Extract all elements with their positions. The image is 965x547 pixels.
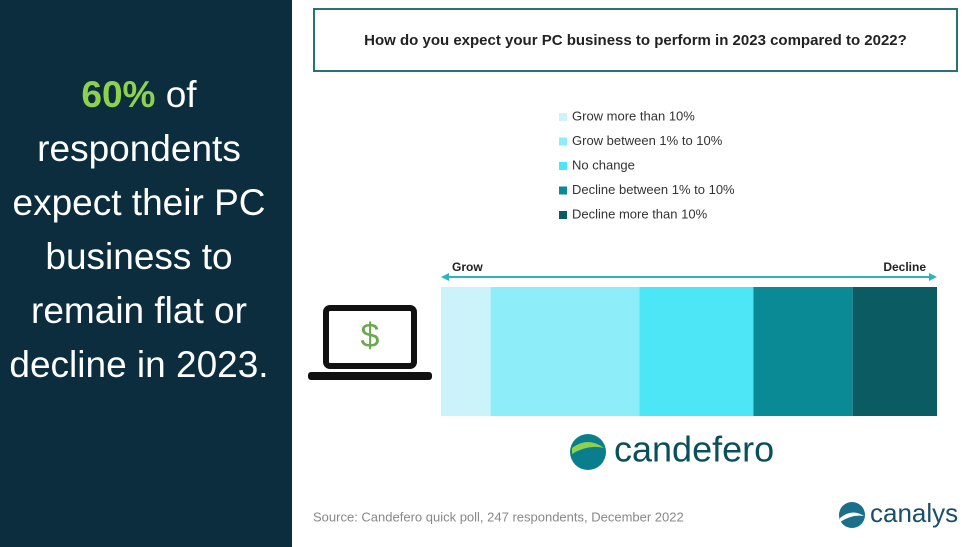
brand-logo: candefero: [570, 429, 774, 470]
legend-label: Grow more than 10%: [572, 108, 695, 123]
bar-segment: [490, 287, 640, 416]
legend-swatch: [559, 137, 567, 146]
bar-segment: [441, 287, 491, 416]
legend-label: No change: [572, 157, 635, 172]
publisher-logo: canalys: [839, 498, 958, 528]
axis-start-label: Grow: [452, 260, 483, 274]
chart-title: How do you expect your PC business to pe…: [313, 8, 958, 72]
legend-swatch: [559, 113, 567, 121]
axis-end-label: Decline: [883, 260, 926, 274]
bar-segment: [753, 287, 853, 416]
svg-text:$: $: [361, 317, 380, 355]
highlight: 60%: [81, 74, 156, 115]
sidebar: 60% of respondents expect their PC busin…: [0, 0, 292, 547]
bar-segment: [639, 287, 754, 416]
bar-segment: [852, 287, 937, 416]
brand-name: candefero: [614, 429, 774, 470]
legend-swatch: [559, 162, 567, 170]
sidebar-body: of respondents expect their PC business …: [9, 74, 269, 385]
laptop-icon: $: [308, 305, 432, 380]
legend-label: Decline more than 10%: [572, 206, 708, 221]
legend-label: Grow between 1% to 10%: [572, 133, 723, 148]
legend-swatch: [559, 186, 567, 195]
legend-swatch: [559, 211, 567, 219]
axis-arrow: [441, 273, 937, 281]
legend-label: Decline between 1% to 10%: [572, 182, 735, 197]
publisher-name: canalys: [870, 498, 958, 528]
sidebar-text: 60% of respondents expect their PC busin…: [0, 68, 278, 392]
source: Source: Candefero quick poll, 247 respon…: [313, 509, 684, 524]
